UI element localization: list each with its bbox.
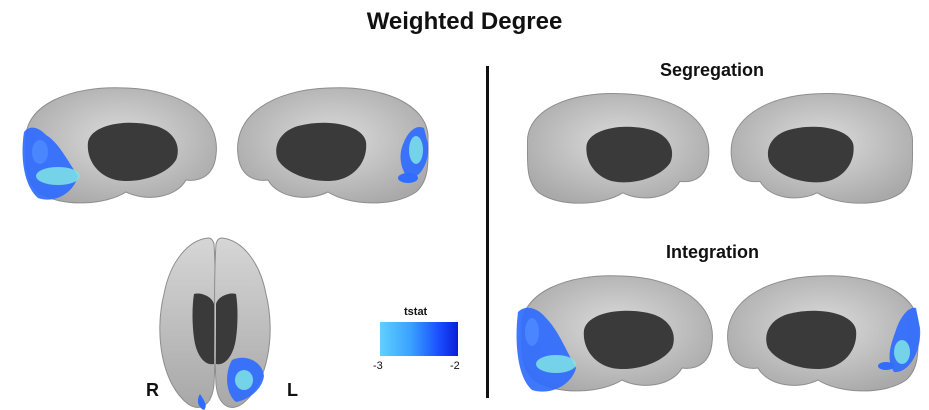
integration-brain-left — [727, 275, 921, 392]
hemisphere-label-right: R — [146, 380, 159, 400]
medial-wall — [87, 122, 178, 182]
segregation-brain-left — [730, 93, 914, 204]
medial-wall — [276, 122, 367, 182]
brain-medial-left-hemisphere — [237, 87, 429, 204]
colorbar-title: tstat — [404, 306, 428, 318]
hemisphere-label-left: L — [287, 380, 298, 400]
integration-label: Integration — [666, 242, 759, 262]
brain-medial-right-hemisphere — [22, 87, 217, 204]
colorbar-min-label: -3 — [373, 360, 383, 372]
colorbar-max-label: -2 — [450, 360, 460, 372]
brain-ventral-view — [159, 237, 271, 410]
segregation-label: Segregation — [660, 60, 765, 80]
panel-divider — [486, 66, 489, 398]
figure-title: Weighted Degree — [366, 8, 563, 35]
integration-brain-right — [516, 275, 713, 392]
colorbar — [380, 322, 458, 356]
segregation-brain-right — [526, 93, 710, 204]
